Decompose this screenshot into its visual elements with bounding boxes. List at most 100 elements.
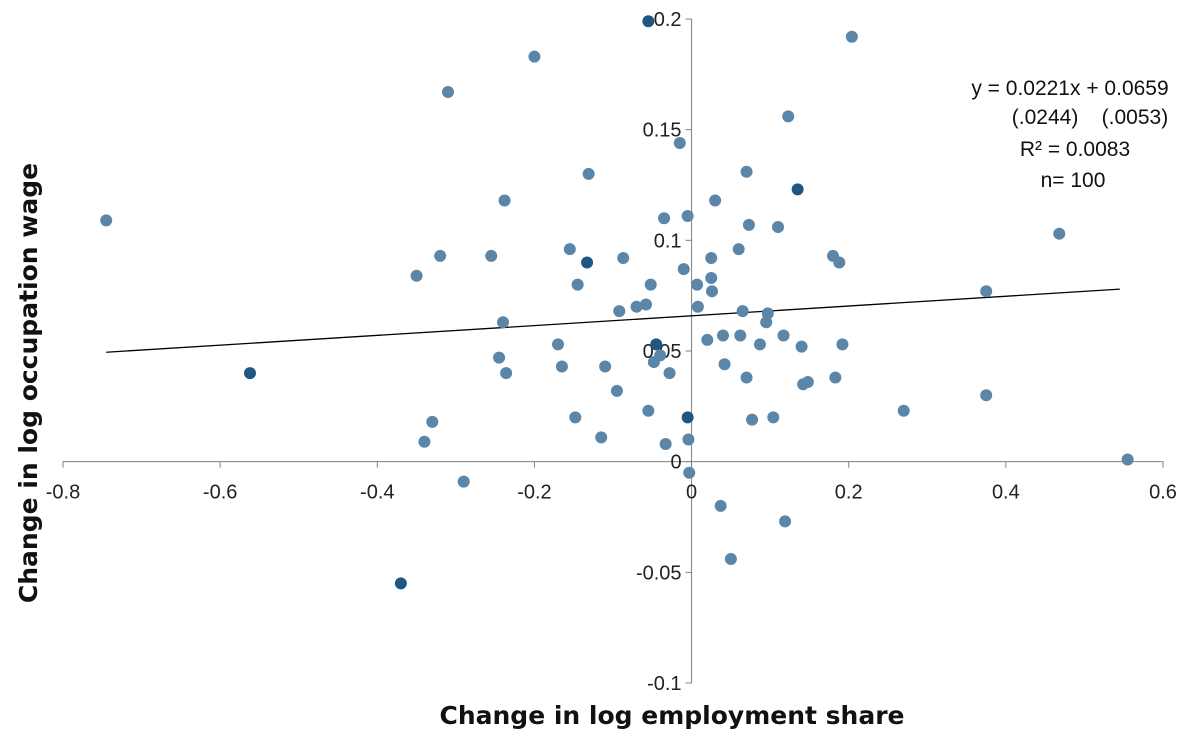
data-point (767, 411, 780, 424)
data-point (724, 553, 737, 566)
data-point (1053, 227, 1066, 240)
tick-marks (62, 18, 1164, 684)
data-point (772, 221, 784, 234)
data-point (791, 183, 804, 196)
regression-equation: y = 0.0221x + 0.0659 (971, 77, 1168, 100)
r-squared-label: R² = 0.0083 (1020, 138, 1130, 161)
y-tick-label: 0.1 (654, 230, 682, 252)
sample-size-label: n= 100 (1041, 169, 1106, 192)
data-point (980, 285, 993, 298)
data-point (740, 165, 753, 178)
data-point (782, 110, 795, 123)
y-tick-label: 0 (670, 452, 681, 474)
data-point (779, 515, 792, 528)
tick-labels: -0.8-0.6-0.4-0.200.20.40.6-0.1-0.0500.05… (46, 9, 1177, 695)
data-point (691, 300, 704, 313)
data-point (681, 411, 694, 424)
data-point (493, 351, 506, 364)
data-point (736, 305, 749, 318)
data-point (701, 333, 714, 346)
data-point (571, 278, 584, 291)
data-point (642, 15, 655, 28)
data-point (418, 435, 431, 448)
data-point (582, 167, 595, 180)
data-point (742, 218, 755, 231)
data-point (682, 433, 695, 446)
regression-annotation: y = 0.0221x + 0.0659 (.0244) (.0053) R² … (971, 77, 1168, 192)
data-point (563, 243, 576, 256)
data-points (100, 15, 1134, 590)
data-point (434, 249, 447, 262)
data-point (717, 329, 729, 342)
data-point (681, 209, 694, 222)
data-point (640, 298, 652, 311)
data-point (617, 252, 630, 265)
data-point (1121, 453, 1134, 466)
data-point (795, 340, 808, 353)
data-point (836, 338, 849, 351)
y-axis-title: Change in log occupation wage (14, 163, 43, 603)
data-point (659, 437, 672, 450)
data-point (761, 307, 774, 320)
data-point (705, 252, 718, 265)
y-tick-label: 0.2 (654, 9, 682, 31)
regression-std-errors: (.0244) (.0053) (1012, 106, 1168, 129)
data-point (613, 305, 626, 318)
data-point (644, 278, 657, 291)
data-point (658, 212, 671, 225)
y-tick-label: 0.15 (643, 120, 682, 142)
x-tick-label: 0 (686, 482, 697, 504)
data-point (673, 136, 686, 149)
data-point (498, 194, 511, 207)
data-point (845, 30, 858, 43)
data-point (654, 349, 667, 362)
data-point (485, 249, 498, 262)
y-tick-label: -0.05 (636, 562, 682, 584)
data-point (244, 367, 256, 380)
data-point (663, 367, 676, 380)
data-point (394, 577, 407, 590)
y-tick-label: -0.1 (647, 673, 681, 695)
x-tick-label: 0.4 (992, 482, 1020, 504)
data-point (705, 271, 718, 284)
data-point (599, 360, 612, 373)
data-point (801, 375, 814, 388)
x-tick-label: -0.8 (46, 482, 80, 504)
data-point (457, 475, 470, 488)
x-tick-label: 0.2 (835, 482, 863, 504)
data-point (497, 316, 509, 329)
data-point (410, 269, 423, 282)
data-point (732, 243, 745, 256)
data-point (683, 466, 696, 479)
x-tick-label: -0.4 (360, 482, 394, 504)
data-point (528, 50, 541, 63)
data-point (569, 411, 582, 424)
data-point (706, 285, 718, 298)
data-point (500, 367, 513, 380)
data-point (442, 86, 454, 99)
data-point (740, 371, 753, 384)
x-tick-label: -0.2 (517, 482, 551, 504)
data-point (833, 256, 846, 269)
data-point (777, 329, 790, 342)
data-point (426, 415, 439, 428)
data-point (734, 329, 747, 342)
data-point (746, 413, 759, 426)
data-point (980, 389, 993, 402)
x-axis-title: Change in log employment share (439, 701, 904, 730)
data-point (642, 404, 655, 417)
data-point (595, 431, 608, 444)
data-point (677, 263, 690, 276)
data-point (552, 338, 564, 351)
data-point (555, 360, 568, 373)
data-point (691, 278, 704, 291)
data-point (610, 384, 623, 397)
data-point (829, 371, 842, 384)
data-point (650, 338, 663, 351)
data-point (709, 194, 722, 207)
data-point (630, 300, 643, 313)
x-tick-label: 0.6 (1149, 482, 1177, 504)
data-point (897, 404, 910, 417)
data-point (753, 338, 766, 351)
